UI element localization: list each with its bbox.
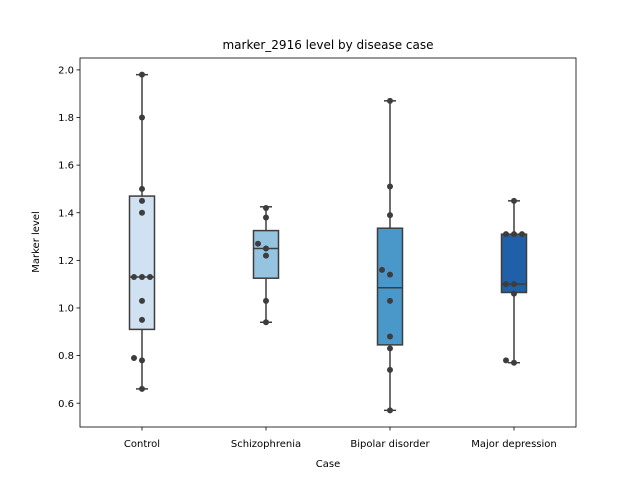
data-point: [139, 385, 145, 392]
data-point: [387, 407, 393, 414]
data-point: [139, 357, 145, 364]
data-point: [139, 114, 145, 121]
chart-title: marker_2916 level by disease case: [222, 38, 433, 52]
data-point: [387, 366, 393, 373]
data-point: [511, 290, 517, 297]
box-control: [128, 73, 156, 390]
data-point: [147, 274, 153, 281]
data-point: [387, 333, 393, 340]
box-body: [376, 227, 404, 346]
y-tick-label: 0.6: [58, 399, 74, 410]
data-point: [139, 316, 145, 323]
x-tick-label: Schizophrenia: [231, 439, 301, 450]
box-body: [128, 195, 156, 331]
y-tick-label: 2.0: [58, 66, 74, 77]
data-point: [387, 345, 393, 352]
data-point: [263, 214, 269, 221]
data-point: [263, 245, 269, 252]
y-tick-label: 1.2: [58, 256, 74, 267]
data-point: [387, 212, 393, 219]
data-point: [263, 297, 269, 304]
x-tick-label: Major depression: [471, 439, 557, 450]
data-point: [263, 252, 269, 259]
y-tick-label: 1.4: [58, 208, 74, 219]
plot-area: [128, 71, 528, 414]
data-point: [263, 204, 269, 211]
x-axis: Control Schizophrenia Bipolar disorder Majo…: [124, 427, 557, 450]
y-axis-label: Marker level: [31, 211, 42, 273]
data-point: [131, 274, 137, 281]
y-tick-label: 1.6: [58, 161, 74, 172]
plot-frame: [79, 57, 577, 428]
data-point: [511, 359, 517, 366]
data-point: [139, 297, 145, 304]
data-point: [263, 319, 269, 326]
y-tick-label: 1.8: [58, 113, 74, 124]
data-point: [503, 357, 509, 364]
data-point: [379, 266, 385, 273]
data-point: [519, 231, 525, 238]
data-point: [255, 240, 261, 247]
data-point: [139, 209, 145, 216]
data-point: [503, 231, 509, 238]
data-point: [387, 297, 393, 304]
data-point: [387, 183, 393, 190]
x-tick-label: Bipolar disorder: [350, 439, 430, 450]
data-point: [387, 271, 393, 278]
y-tick-label: 1.0: [58, 304, 74, 315]
data-point: [387, 97, 393, 104]
data-point: [511, 197, 517, 204]
data-point: [139, 274, 145, 281]
data-point: [503, 281, 509, 288]
y-tick-label: 0.8: [58, 351, 74, 362]
data-point: [131, 354, 137, 361]
data-point: [139, 197, 145, 204]
data-point: [139, 185, 145, 192]
data-point: [511, 281, 517, 288]
x-tick-label: Control: [124, 439, 160, 450]
y-axis: 0.6 0.8 1.0 1.2 1.4 1.6 1.8 2.0: [58, 66, 80, 410]
data-point: [511, 231, 517, 238]
x-axis-label: Case: [316, 459, 340, 470]
box-bipolar-disorder: [376, 100, 404, 412]
data-point: [139, 71, 145, 78]
